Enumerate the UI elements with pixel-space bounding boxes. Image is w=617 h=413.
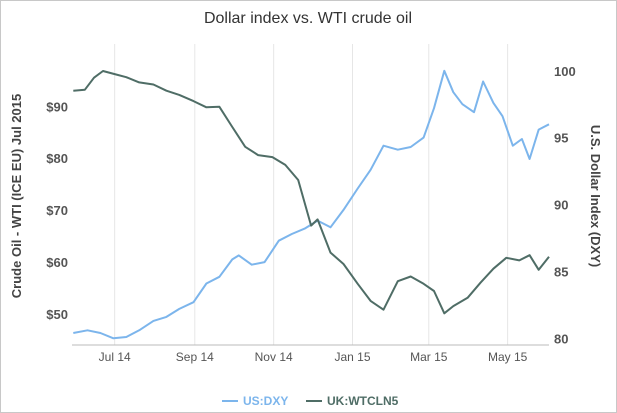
x-tick-label: Nov 14: [255, 350, 293, 364]
left-tick-label: $70: [46, 203, 68, 218]
x-tick-label: Jan 15: [334, 350, 370, 364]
right-tick-label: 95: [554, 131, 568, 146]
legend[interactable]: US:DXY UK:WTCLN5: [222, 394, 399, 408]
x-tick-label: Mar 15: [410, 350, 448, 364]
left-tick-label: $60: [46, 255, 68, 270]
left-axis-ticks: $50 $60 $70 $80 $90: [46, 99, 68, 322]
right-tick-label: 80: [554, 331, 568, 346]
series-group: [73, 69, 550, 340]
right-tick-label: 85: [554, 264, 568, 279]
legend-item-label[interactable]: UK:WTCLN5: [327, 394, 399, 408]
x-tick-label: Jul 14: [99, 350, 131, 364]
left-tick-label: $50: [46, 307, 68, 322]
left-tick-label: $80: [46, 151, 68, 166]
right-axis-ticks: 80 85 90 95 100: [554, 64, 576, 347]
x-axis-ticks: Jul 14 Sep 14 Nov 14 Jan 15 Mar 15 May 15: [99, 350, 528, 364]
right-axis-title: U.S. Dollar Index (DXY): [588, 125, 603, 267]
series-line-us-dxy: [73, 69, 550, 340]
right-tick-label: 90: [554, 198, 568, 213]
x-tick-label: May 15: [488, 350, 528, 364]
series-line-uk-wtcln5: [73, 70, 550, 315]
right-tick-label: 100: [554, 64, 576, 79]
left-tick-label: $90: [46, 99, 68, 114]
left-axis-title: Crude Oil - WTI (ICE EU) Jul 2015: [9, 94, 24, 298]
grid: [114, 44, 509, 345]
chart-title: Dollar index vs. WTI crude oil: [204, 10, 412, 27]
x-tick-label: Sep 14: [176, 350, 214, 364]
legend-item-label[interactable]: US:DXY: [243, 394, 288, 408]
